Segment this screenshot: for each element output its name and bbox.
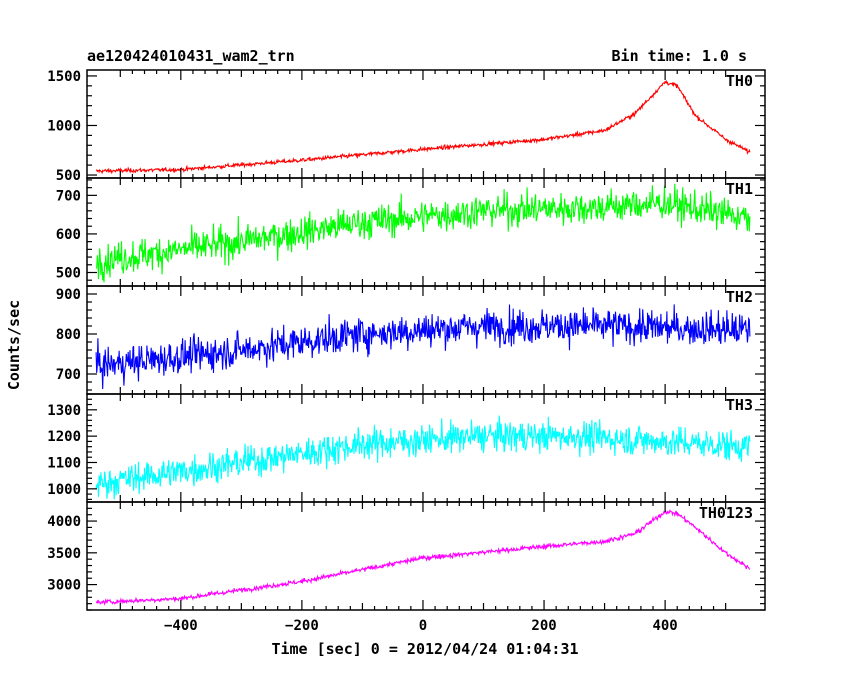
y-tick-label: 700 [56,367,81,383]
panel-th1: 500 600 700 TH1 [56,177,766,287]
y-tick-label: 900 [56,287,81,303]
panel-th3: 1000 1100 1200 1300 TH3 [47,393,766,503]
y-tick-label: 700 [56,188,81,204]
panel-name-label: TH2 [726,288,753,306]
y-tick-label: 3500 [47,546,81,562]
bin-time-label: Bin time: 1.0 s [612,47,747,65]
panel-name-label: TH1 [726,180,753,198]
panel-name-label: TH0123 [699,504,753,522]
y-tick-label: 500 [56,168,81,184]
series-th3 [95,415,751,500]
y-tick-label: 1500 [47,69,81,85]
x-tick-label: 400 [652,618,677,634]
x-tick-label: 0 [419,618,427,634]
panel-th0: 500 1000 1500 TH0 [47,69,766,184]
x-tick-label: 200 [531,618,556,634]
panel-name-label: TH3 [726,396,753,414]
series-th2 [95,304,751,390]
y-tick-label: 1200 [47,429,81,445]
y-tick-label: 1000 [47,118,81,134]
panel-frame [86,501,766,611]
x-axis-label: Time [sec] 0 = 2012/04/24 01:04:31 [271,640,578,658]
panel-frame [86,285,766,395]
panel-frame [86,177,766,287]
y-tick-label: 1100 [47,455,81,471]
y-tick-label: 4000 [47,514,81,530]
y-tick-label: 800 [56,327,81,343]
series-th1 [95,183,751,283]
series-th0 [95,79,751,175]
series-th0123 [95,509,751,606]
panel-frame [86,69,766,179]
y-tick-label: 500 [56,266,81,282]
y-tick-label: 600 [56,227,81,243]
panel-name-label: TH0 [726,72,753,90]
y-tick-label: 3000 [47,578,81,594]
panel-th0123: 3000 3500 4000 TH0123 [47,501,766,611]
plot-title: ae120424010431_wam2_trn [87,47,295,65]
x-tick-label: −200 [285,618,319,634]
y-axis-label: Counts/sec [5,300,23,390]
x-tick-label: −400 [164,618,198,634]
panel-stack: 500 1000 1500 TH0 500 600 700 TH1 700 800 900 TH2 10… [47,69,766,634]
y-tick-label: 1000 [47,482,81,498]
y-tick-label: 1300 [47,403,81,419]
panel-th2: 700 800 900 TH2 [56,285,766,395]
